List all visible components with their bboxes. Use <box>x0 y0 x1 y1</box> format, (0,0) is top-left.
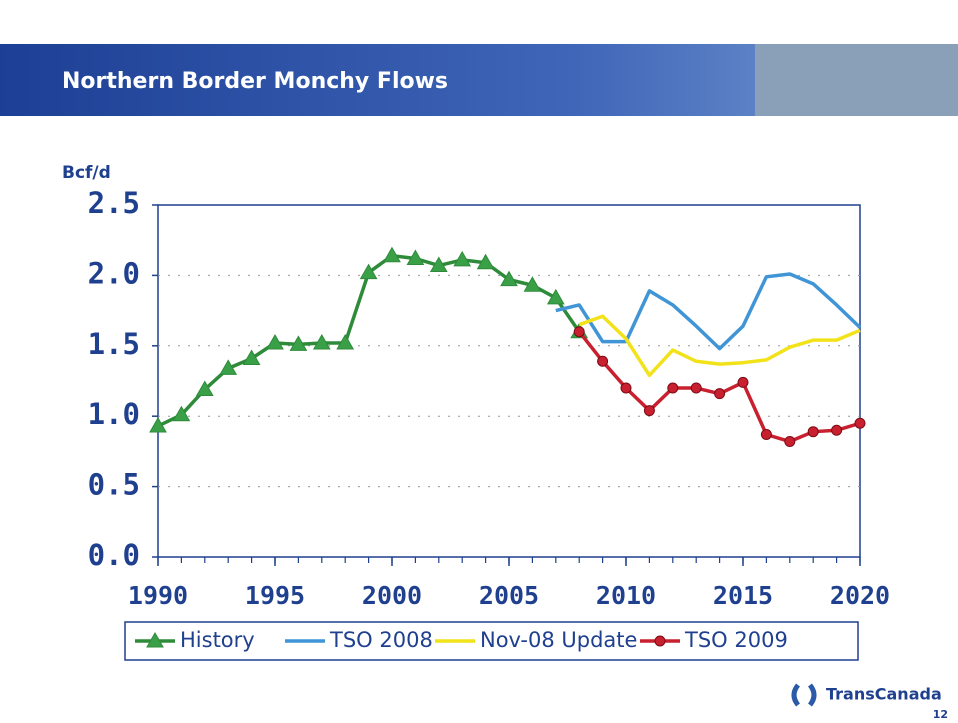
marker <box>242 349 261 365</box>
marker <box>760 429 772 441</box>
marker <box>476 253 495 270</box>
y-tick-label: 0.5 <box>88 468 140 502</box>
x-tick-label: 2010 <box>596 581 656 610</box>
legend-label: TSO 2009 <box>684 628 788 652</box>
legend-label: History <box>180 628 255 652</box>
y-tick-label: 2.0 <box>88 256 140 290</box>
marker <box>784 436 796 448</box>
series-line <box>157 253 581 428</box>
marker <box>523 276 542 292</box>
marker <box>383 246 401 263</box>
marker <box>831 424 843 436</box>
legend <box>124 621 859 661</box>
plot-frame <box>157 204 861 558</box>
marker <box>219 359 238 375</box>
x-tick-label: 2020 <box>830 581 890 610</box>
y-tick-label: 2.5 <box>88 186 140 220</box>
marker <box>289 335 308 351</box>
marker <box>359 263 378 280</box>
marker <box>643 405 655 417</box>
marker <box>172 405 191 422</box>
x-tick-label: 2000 <box>362 581 422 610</box>
marker <box>312 333 331 350</box>
marker <box>807 426 819 438</box>
marker <box>546 288 565 305</box>
marker <box>854 417 866 429</box>
slide-title: Northern Border Monchy Flows <box>62 69 448 94</box>
marker <box>266 333 284 350</box>
header-photos <box>755 44 958 116</box>
x-tick-label: 2015 <box>713 581 773 610</box>
y-tick-label: 1.0 <box>88 397 140 431</box>
x-tick-label: 1990 <box>128 581 188 610</box>
y-tick-label: 1.5 <box>88 327 140 361</box>
marker <box>453 250 472 267</box>
logo-icon <box>791 683 817 707</box>
marker <box>573 326 585 338</box>
marker <box>149 417 167 433</box>
legend-label: Nov-08 Update <box>480 628 637 652</box>
page-number: 12 <box>933 708 948 721</box>
y-axis-label: Bcf/d <box>62 163 111 183</box>
logo-text: TransCanada <box>826 685 942 704</box>
marker <box>500 270 518 287</box>
marker <box>406 249 425 266</box>
x-tick-label: 2005 <box>479 581 539 610</box>
x-tick-label: 1995 <box>245 581 305 610</box>
marker <box>336 333 355 350</box>
marker <box>195 380 214 396</box>
marker <box>654 635 666 647</box>
series-line <box>555 272 862 351</box>
series-line <box>578 314 861 378</box>
y-tick-label: 0.0 <box>88 538 140 572</box>
marker <box>690 382 702 394</box>
marker <box>714 388 726 400</box>
marker <box>146 631 164 648</box>
marker <box>429 256 448 273</box>
legend-items: History TSO 2008 Nov-08 Update TSO 2009 <box>135 628 788 652</box>
legend-label: TSO 2008 <box>329 628 433 652</box>
marker <box>620 382 632 394</box>
marker <box>667 382 679 394</box>
marker <box>737 376 749 388</box>
plot <box>149 204 866 566</box>
marker <box>597 355 609 367</box>
